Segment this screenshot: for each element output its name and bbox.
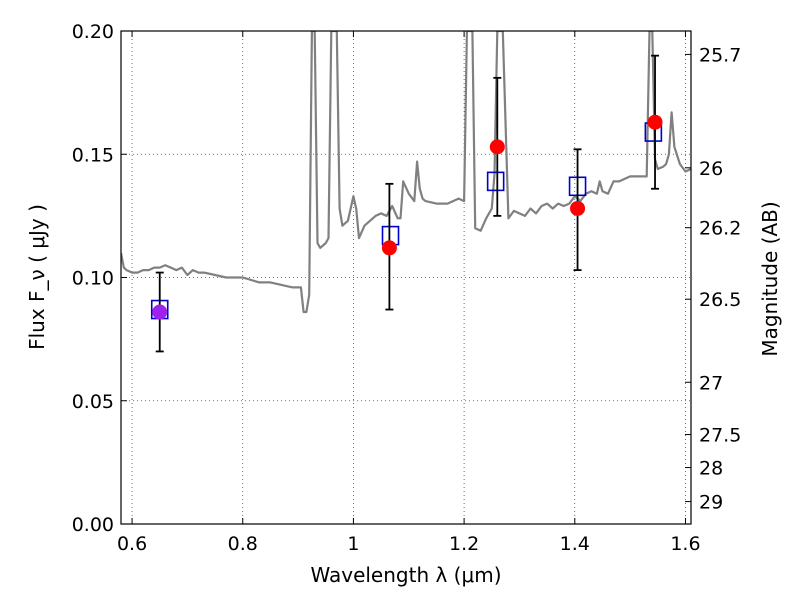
- x-tick-label: 1: [347, 533, 359, 555]
- model-square-marker: [486, 171, 505, 192]
- spectrum-layer: [121, 31, 691, 314]
- markers-layer: [150, 54, 663, 353]
- x-tick-label: 0.8: [228, 533, 258, 555]
- right-axis-title: Magnitude (AB): [758, 201, 782, 356]
- y-axis-title: Flux F_ν ( μJy ): [25, 204, 49, 350]
- observed-point: [381, 240, 397, 256]
- observed-point: [647, 114, 663, 130]
- x-tick-label: 1.6: [670, 533, 700, 555]
- y-tick-label: 0.00: [72, 514, 114, 536]
- x-tick-label: 1.4: [560, 533, 590, 555]
- observed-point: [152, 304, 168, 320]
- right-tick-label: 29: [699, 492, 723, 514]
- y-tick-label: 0.15: [72, 144, 114, 166]
- right-tick-label: 26: [699, 158, 723, 180]
- observed-point: [570, 200, 586, 216]
- grid-layer: [121, 30, 691, 525]
- model-spectrum-line: [121, 31, 691, 314]
- right-tick-label: 27.5: [699, 425, 741, 447]
- right-tick-label: 26.5: [699, 289, 741, 311]
- right-tick-label: 27: [699, 372, 723, 394]
- right-tick-label: 25.7: [699, 44, 741, 66]
- right-tick-label: 28: [699, 458, 723, 480]
- right-tick-label: 26.2: [699, 218, 741, 240]
- y-tick-label: 0.05: [72, 391, 114, 413]
- x-tick-label: 0.6: [117, 533, 147, 555]
- x-axis-title: Wavelength λ (μm): [310, 563, 501, 587]
- y-tick-label: 0.20: [72, 21, 114, 43]
- y-tick-label: 0.10: [72, 268, 114, 290]
- x-tick-label: 1.2: [449, 533, 479, 555]
- observed-point: [489, 139, 505, 155]
- axes-layer: 0.6 0.8 1 1.2 1.4 1.6 0.00 0.05 0.10 0.15 0.20 25.7…: [72, 21, 742, 555]
